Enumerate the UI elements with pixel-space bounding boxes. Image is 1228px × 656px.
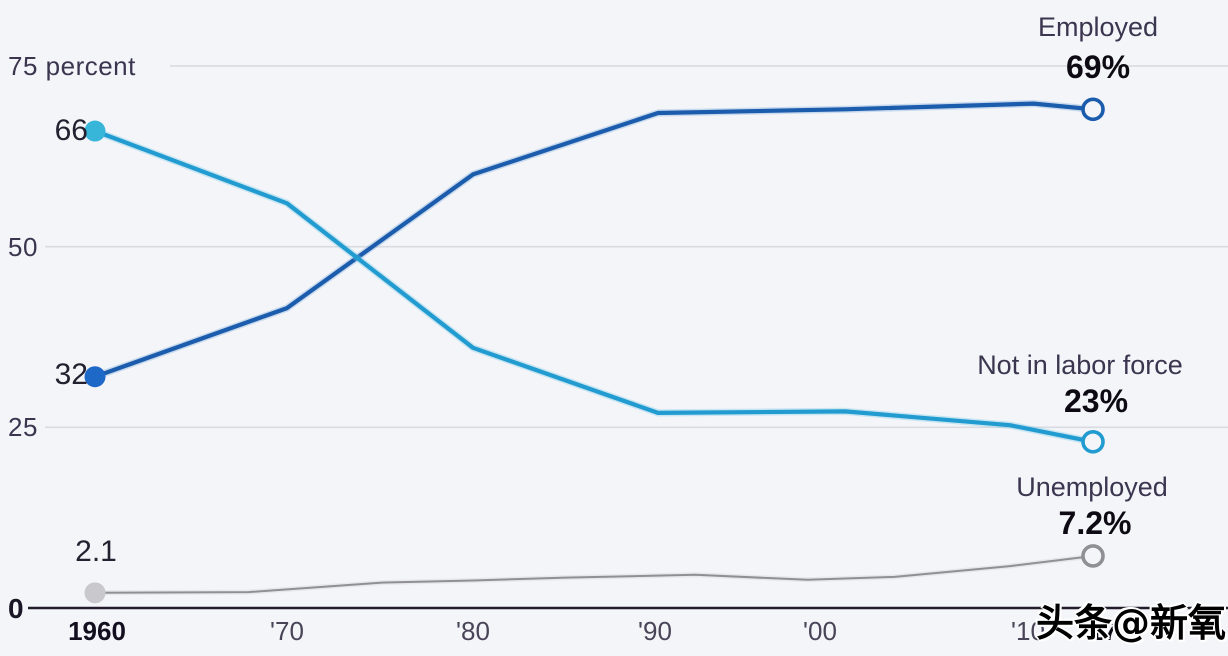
- x-tick-label-1990: '90: [638, 616, 672, 646]
- not_in_labor_force-start-dot: [84, 120, 106, 142]
- start-value-employed: 32: [54, 358, 88, 391]
- not_in_labor_force-line: [92, 128, 1096, 444]
- y-tick-label-75: 75 percent: [8, 51, 136, 81]
- employed-end-circle: [1081, 97, 1105, 122]
- x-tick-label-2017: '17: [1082, 616, 1118, 646]
- y-tick-label-0: 0: [8, 593, 25, 624]
- watermark: 头条@新氧: [1036, 601, 1227, 645]
- series-label-unemployed: Unemployed: [1016, 472, 1168, 502]
- unemployed-line: [94, 555, 1094, 594]
- series-label-employed: Employed: [1037, 12, 1159, 42]
- unemployed-end-circle: [1081, 544, 1105, 568]
- unemployed-line-halo: [94, 553, 1094, 596]
- start-value-not-in-labor-force: 66: [54, 114, 88, 147]
- x-tick-label-1970: '70: [270, 616, 304, 646]
- employed-start-dot: [84, 366, 106, 388]
- x-tick-label-2000: '00: [803, 616, 837, 646]
- y-tick-label-25: 25: [8, 412, 38, 442]
- series-value-employed: 69%: [1065, 49, 1131, 85]
- start-value-unemployed: 2.1: [75, 535, 117, 568]
- not_in_labor_force-end-circle: [1081, 429, 1105, 454]
- x-tick-label-1980: '80: [456, 616, 490, 646]
- employed-line-halo: [93, 99, 1094, 381]
- not_in_labor_force-line-halo: [93, 127, 1094, 446]
- series-value-unemployed: 7.2%: [1058, 505, 1132, 541]
- unemployed-start-dot: [84, 582, 106, 604]
- series-label-not-in-labor-force: Not in labor force: [977, 350, 1183, 380]
- y-tick-label-50: 50: [8, 232, 38, 262]
- x-tick-label-2010: '10: [1011, 616, 1045, 646]
- series-value-not-in-labor-force: 23%: [1063, 383, 1129, 419]
- employed-line: [92, 101, 1096, 379]
- x-tick-label-1960: 1960: [68, 616, 126, 646]
